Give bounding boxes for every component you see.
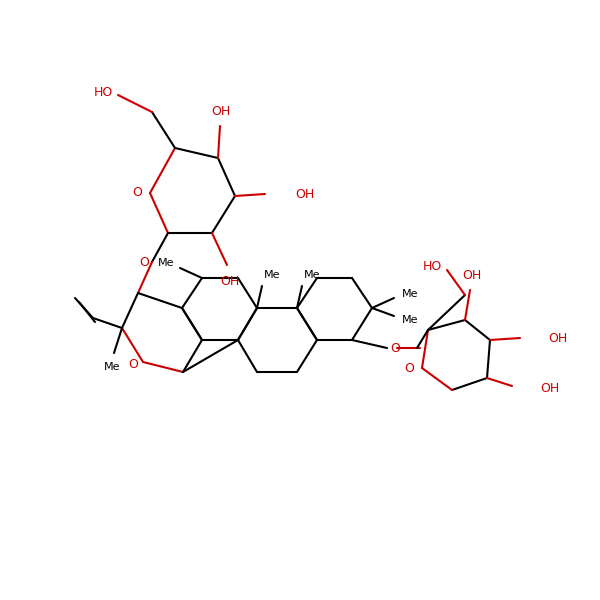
Text: OH: OH: [548, 331, 567, 344]
Text: Me: Me: [304, 270, 320, 280]
Text: OH: OH: [540, 382, 559, 395]
Text: OH: OH: [463, 269, 482, 282]
Text: OH: OH: [295, 187, 314, 200]
Text: Me: Me: [402, 289, 419, 299]
Text: O: O: [139, 256, 149, 269]
Text: Me: Me: [402, 315, 419, 325]
Text: HO: HO: [94, 85, 113, 98]
Text: O: O: [132, 187, 142, 199]
Text: HO: HO: [423, 260, 442, 274]
Text: Me: Me: [157, 258, 174, 268]
Text: O: O: [404, 361, 414, 374]
Text: OH: OH: [211, 105, 230, 118]
Text: Me: Me: [264, 270, 281, 280]
Text: O: O: [128, 358, 138, 371]
Text: O: O: [390, 341, 400, 355]
Text: Me: Me: [104, 362, 120, 372]
Text: OH: OH: [220, 275, 239, 288]
